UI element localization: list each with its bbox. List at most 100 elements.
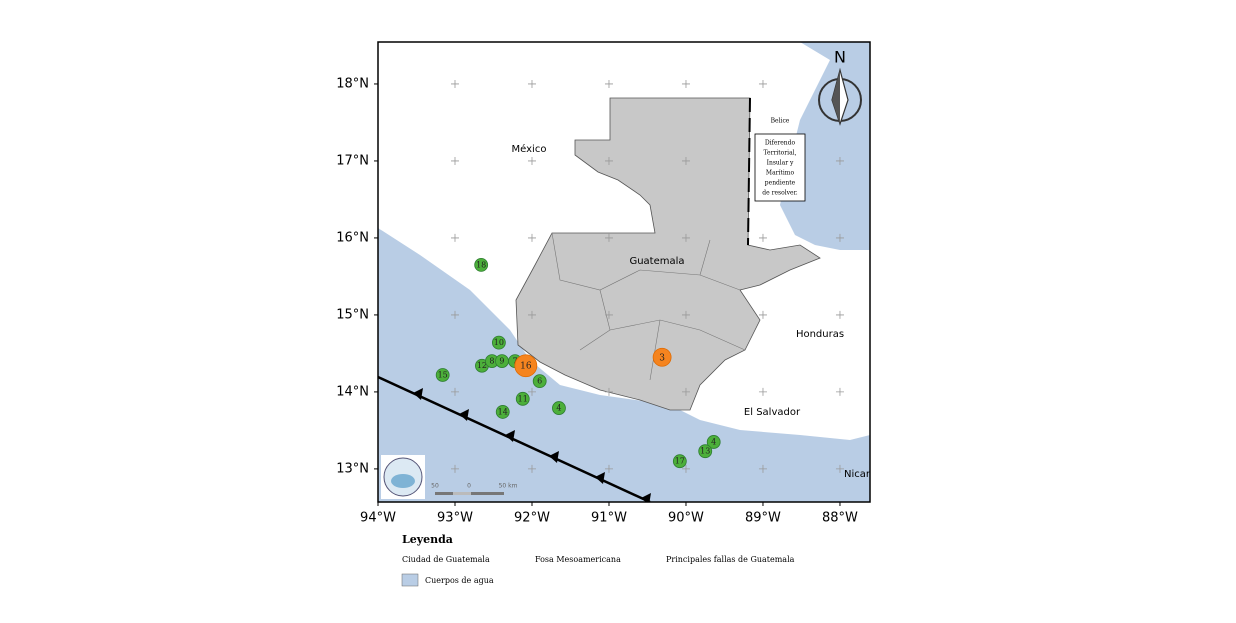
grid-cross (604, 156, 613, 165)
legend: Leyenda Ciudad de Guatemala Fosa Mesoame… (401, 533, 795, 587)
grid-cross (604, 310, 613, 319)
grid-cross (527, 79, 536, 88)
x-tick-label: 92°W (514, 511, 550, 526)
event-marker (706, 435, 721, 449)
scale-label: 50 (431, 483, 439, 490)
event-marker (495, 405, 510, 419)
country-label: Nicar (844, 469, 871, 480)
note-line: Territorial, (764, 150, 797, 157)
event-marker (652, 347, 672, 367)
logo (381, 455, 425, 499)
y-tick-label: 15°N (336, 307, 369, 322)
country-label: Belice (771, 118, 790, 125)
grid-cross (835, 464, 844, 473)
x-tick-label: 93°W (437, 511, 473, 526)
event-label: 4 (556, 404, 561, 413)
department-borders (579, 239, 746, 381)
note: Diferendo Territorial, Insular y Marítimo pe… (762, 140, 797, 197)
grid-cross (604, 79, 613, 88)
grid-cross (835, 387, 844, 396)
event-marker (515, 391, 530, 406)
x-tick-label: 94°W (360, 511, 396, 526)
note-line: de resolver. (762, 190, 797, 197)
map-frame (377, 41, 871, 503)
legend-item: Fosa Mesoamericana (535, 555, 621, 564)
note-box (754, 133, 806, 202)
grid-cross (835, 233, 844, 242)
x-tick-label: 89°W (745, 511, 781, 526)
y-tick-label: 17°N (336, 153, 369, 168)
country-label: Guatemala (629, 256, 684, 267)
grid-cross (450, 464, 459, 473)
legend-item: Ciudad de Guatemala (402, 555, 490, 564)
grid-cross (835, 156, 844, 165)
grid-cross (527, 464, 536, 473)
event-marker (672, 454, 687, 469)
event-marker (698, 444, 713, 459)
event-label: 15 (438, 370, 448, 379)
grid-cross (835, 310, 844, 319)
map-base (378, 42, 870, 502)
event-label: 18 (476, 260, 486, 269)
grid-cross (758, 464, 767, 473)
grid-cross (758, 79, 767, 88)
event-marker (491, 335, 506, 350)
grid-cross (604, 464, 613, 473)
scale-label: 0 (467, 483, 471, 490)
axis-labels: 94°W 93°W 92°W 91°W 90°W 89°W 88°W 13°N 14°N 15°N… (336, 76, 858, 525)
grid-cross (527, 233, 536, 242)
country-label: México (512, 143, 547, 155)
event-label: 10 (494, 338, 504, 347)
guatemala-territory (515, 97, 821, 411)
event-label: 6 (537, 377, 542, 386)
compass-label: N (834, 48, 846, 67)
grid-cross (450, 79, 459, 88)
event-label: 11 (518, 394, 528, 403)
grid-cross (681, 310, 690, 319)
legend-title: Leyenda (402, 533, 453, 546)
note-line: Diferendo (765, 140, 796, 147)
event-label: 13 (700, 447, 710, 456)
x-tick-label: 88°W (822, 511, 858, 526)
event-label: 9 (499, 357, 504, 366)
grid-cross (681, 233, 690, 242)
grid-cross (450, 310, 459, 319)
grid-cross (758, 387, 767, 396)
grid-cross (527, 310, 536, 319)
y-tick-label: 16°N (336, 230, 369, 245)
event-label: 16 (520, 362, 532, 372)
country-label: Honduras (796, 329, 844, 340)
y-tick-label: 13°N (336, 461, 369, 476)
belize-border (747, 97, 751, 246)
country-label: El Salvador (744, 407, 801, 418)
event-label: 4 (711, 437, 716, 446)
trench-teeth (413, 388, 651, 502)
event-marker (532, 374, 547, 389)
grid-cross (450, 387, 459, 396)
event-marker (435, 368, 450, 382)
event-marker (514, 354, 538, 378)
grid-cross (681, 387, 690, 396)
scale-label: 50 km (499, 483, 518, 490)
note-line: Insular y (767, 160, 794, 167)
note-line: pendiente (765, 180, 796, 187)
y-tick-label: 14°N (336, 384, 369, 399)
event-label: 7 (513, 357, 518, 366)
grid-cross (527, 156, 536, 165)
grid-cross (604, 233, 613, 242)
grid-cross (450, 156, 459, 165)
legend-swatch (401, 573, 419, 587)
department-borders (551, 232, 741, 291)
compass: N (818, 48, 862, 126)
grid-cross (681, 156, 690, 165)
grid-cross (450, 233, 459, 242)
event-label: 3 (659, 353, 665, 363)
x-tick-label: 90°W (668, 511, 704, 526)
note-line: Marítimo (766, 170, 795, 177)
x-tick-label: 91°W (591, 511, 627, 526)
grid-cross (758, 310, 767, 319)
scale-bar: 50 0 50 km (431, 483, 518, 495)
grid-cross (604, 387, 613, 396)
grid-cross (681, 464, 690, 473)
